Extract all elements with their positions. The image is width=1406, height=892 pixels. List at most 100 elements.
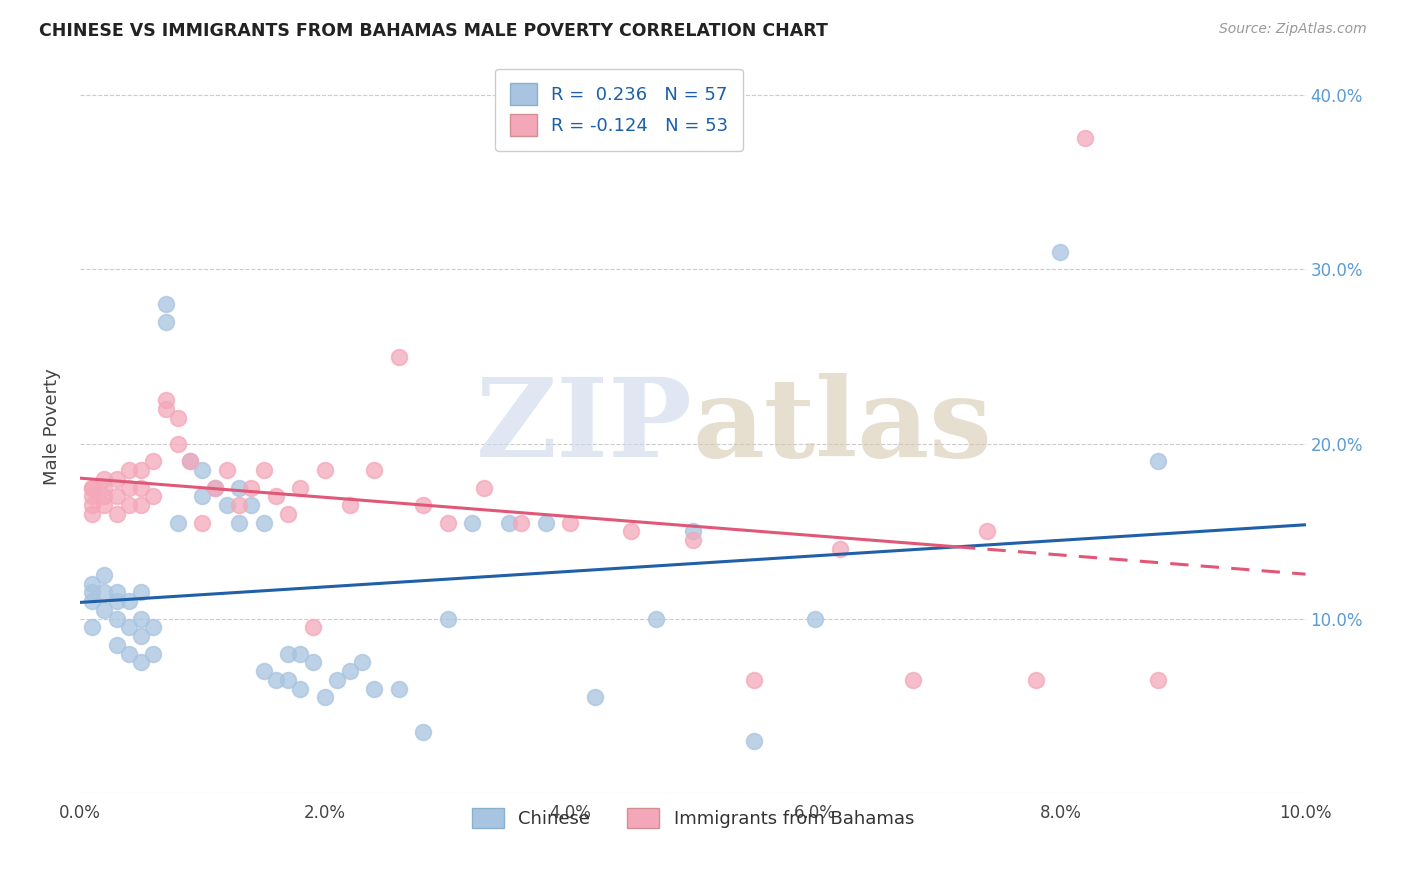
Point <box>105 612 128 626</box>
Point <box>93 472 115 486</box>
Point <box>1074 131 1097 145</box>
Point <box>290 647 312 661</box>
Point <box>129 612 152 626</box>
Point <box>363 681 385 696</box>
Point <box>155 393 177 408</box>
Point <box>412 725 434 739</box>
Point <box>290 681 312 696</box>
Point <box>93 489 115 503</box>
Point <box>105 472 128 486</box>
Point <box>253 664 276 678</box>
Point <box>314 463 336 477</box>
Point <box>828 541 851 556</box>
Point <box>277 647 299 661</box>
Text: atlas: atlas <box>693 373 993 480</box>
Point <box>682 524 704 539</box>
Point <box>167 410 190 425</box>
Point <box>82 576 104 591</box>
Point <box>129 481 152 495</box>
Point <box>105 585 128 599</box>
Point <box>620 524 643 539</box>
Point <box>167 516 190 530</box>
Point <box>82 481 104 495</box>
Point <box>105 638 128 652</box>
Point <box>228 498 250 512</box>
Point <box>191 489 214 503</box>
Point <box>204 481 226 495</box>
Point <box>301 656 323 670</box>
Point <box>412 498 434 512</box>
Point <box>228 481 250 495</box>
Point <box>240 498 263 512</box>
Point <box>301 620 323 634</box>
Point <box>290 481 312 495</box>
Point <box>228 516 250 530</box>
Point <box>142 454 165 468</box>
Point <box>339 664 361 678</box>
Point <box>1049 244 1071 259</box>
Point <box>742 673 765 687</box>
Point <box>129 656 152 670</box>
Point <box>93 568 115 582</box>
Y-axis label: Male Poverty: Male Poverty <box>44 368 60 485</box>
Point <box>82 620 104 634</box>
Point <box>129 585 152 599</box>
Point <box>129 498 152 512</box>
Point <box>339 498 361 512</box>
Point <box>215 498 238 512</box>
Point <box>142 489 165 503</box>
Point <box>387 350 409 364</box>
Point <box>498 516 520 530</box>
Text: Source: ZipAtlas.com: Source: ZipAtlas.com <box>1219 22 1367 37</box>
Point <box>82 507 104 521</box>
Point <box>264 673 287 687</box>
Point <box>129 463 152 477</box>
Point <box>204 481 226 495</box>
Text: ZIP: ZIP <box>477 373 693 480</box>
Point <box>436 612 458 626</box>
Point <box>240 481 263 495</box>
Point <box>179 454 201 468</box>
Point <box>510 516 533 530</box>
Point <box>326 673 349 687</box>
Point <box>387 681 409 696</box>
Point <box>558 516 581 530</box>
Point <box>155 402 177 417</box>
Point <box>118 463 141 477</box>
Point <box>253 516 276 530</box>
Point <box>129 629 152 643</box>
Point <box>264 489 287 503</box>
Point <box>1147 454 1170 468</box>
Point <box>82 594 104 608</box>
Point <box>155 315 177 329</box>
Point <box>93 498 115 512</box>
Point <box>118 620 141 634</box>
Point <box>105 489 128 503</box>
Point <box>436 516 458 530</box>
Point <box>191 516 214 530</box>
Point <box>142 647 165 661</box>
Point <box>142 620 165 634</box>
Point <box>314 690 336 705</box>
Point <box>93 603 115 617</box>
Point <box>93 481 115 495</box>
Point <box>804 612 827 626</box>
Point <box>472 481 495 495</box>
Point <box>1025 673 1047 687</box>
Point <box>742 734 765 748</box>
Point <box>179 454 201 468</box>
Point <box>903 673 925 687</box>
Point <box>93 585 115 599</box>
Point <box>82 498 104 512</box>
Point <box>215 463 238 477</box>
Point <box>82 585 104 599</box>
Point <box>682 533 704 547</box>
Point <box>253 463 276 477</box>
Point <box>191 463 214 477</box>
Point <box>976 524 998 539</box>
Point <box>645 612 668 626</box>
Point <box>118 647 141 661</box>
Point <box>155 297 177 311</box>
Point <box>363 463 385 477</box>
Point <box>350 656 373 670</box>
